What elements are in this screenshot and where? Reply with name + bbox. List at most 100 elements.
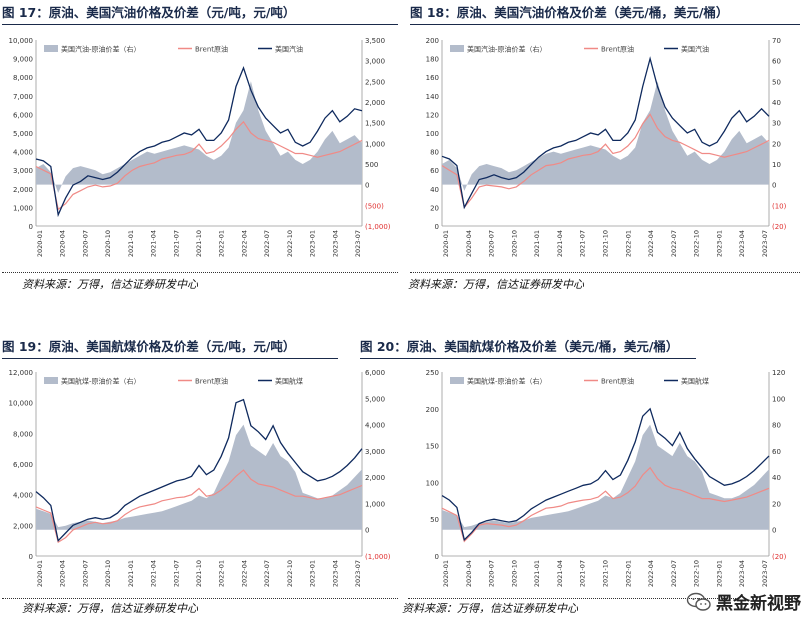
series-us-line bbox=[441, 407, 770, 542]
series-spread-area bbox=[36, 424, 362, 530]
series-us-line bbox=[35, 66, 363, 218]
x-tick: 2021-01 bbox=[127, 560, 135, 587]
y-tick-right: 120 bbox=[772, 369, 785, 377]
y-tick-left: 7,000 bbox=[13, 93, 33, 101]
x-tick: 2020-04 bbox=[465, 560, 473, 587]
figure-17-panel: 图 17：原油、美国汽油价格及价差（元/吨，元/吨） 0 1,000 2,000 3,… bbox=[0, 0, 402, 300]
y-tick-right: 50 bbox=[772, 78, 781, 86]
y-tick-right: 4,000 bbox=[365, 422, 385, 430]
x-tick: 2020-01 bbox=[36, 560, 44, 587]
x-tick: 2022-04 bbox=[647, 560, 655, 587]
x-tick: 2023-07 bbox=[761, 560, 769, 587]
y-tick-left: 4,000 bbox=[13, 492, 33, 500]
x-tick: 2022-04 bbox=[240, 230, 248, 257]
legend-swatch bbox=[44, 45, 58, 52]
source-note: 资料来源：万得，信达证券研发中心 bbox=[408, 278, 584, 291]
y-tick-right: 100 bbox=[772, 395, 785, 403]
x-tick: 2021-07 bbox=[579, 560, 587, 587]
y-tick-right: 3,500 bbox=[365, 37, 385, 45]
x-tick: 2022-10 bbox=[286, 560, 294, 587]
y-tick-left: 6,000 bbox=[13, 461, 33, 469]
y-tick-right: 60 bbox=[772, 448, 781, 456]
title-underline bbox=[410, 24, 800, 25]
y-tick-right: 80 bbox=[772, 422, 781, 430]
y-tick-left: 10,000 bbox=[9, 400, 34, 408]
y-tick-left: 20 bbox=[430, 204, 439, 212]
chart-figure-17: 0 1,000 2,000 3,000 4,000 5,000 6,000 7,000 8,00… bbox=[9, 37, 391, 257]
y-tick-left: 6,000 bbox=[13, 111, 33, 119]
x-tick: 2021-04 bbox=[150, 560, 158, 587]
title-underline bbox=[2, 358, 338, 359]
legend-label: 美国航煤 bbox=[275, 377, 303, 386]
x-tick: 2022-04 bbox=[647, 230, 655, 257]
y-tick-right: 2,500 bbox=[365, 78, 385, 86]
legend-label: Brent原油 bbox=[601, 45, 634, 54]
x-tick: 2021-10 bbox=[195, 230, 203, 257]
series-spread-area bbox=[36, 81, 362, 193]
y-tick-left: 180 bbox=[426, 56, 439, 64]
y-tick-left: 2,000 bbox=[13, 186, 33, 194]
y-tick-left: 100 bbox=[426, 130, 439, 138]
y-tick-right: 30 bbox=[772, 120, 781, 128]
y-tick-right: 60 bbox=[772, 58, 781, 66]
y-tick-left: 1,000 bbox=[13, 204, 33, 212]
y-tick-left: 100 bbox=[426, 479, 439, 487]
y-tick-left: 2,000 bbox=[13, 522, 33, 530]
y-tick-left: 4,000 bbox=[13, 149, 33, 157]
y-tick-right: 40 bbox=[772, 99, 781, 107]
series-spread-area bbox=[442, 424, 769, 530]
chart-figure-19: 0 2,000 4,000 6,000 8,000 10,000 12,000 (1,000)… bbox=[9, 369, 391, 587]
legend-label: Brent原油 bbox=[601, 377, 634, 386]
y-tick-left: 10,000 bbox=[9, 37, 34, 45]
y-tick-right: 2,000 bbox=[365, 474, 385, 482]
x-tick: 2022-01 bbox=[218, 560, 226, 587]
x-tick: 2022-01 bbox=[218, 230, 226, 257]
series-spread-area bbox=[442, 81, 769, 191]
x-tick: 2020-01 bbox=[442, 230, 450, 257]
x-tick: 2023-07 bbox=[761, 230, 769, 257]
y-tick-right: 20 bbox=[772, 140, 781, 148]
source-note: 资料来源：万得，信达证券研发中心 bbox=[402, 602, 578, 615]
y-tick-right: (500) bbox=[365, 202, 384, 210]
y-tick-right: 0 bbox=[365, 527, 369, 535]
x-tick: 2022-07 bbox=[263, 560, 271, 587]
title-underline bbox=[2, 24, 398, 25]
y-tick-left: 5,000 bbox=[13, 130, 33, 138]
y-tick-left: 80 bbox=[430, 149, 439, 157]
x-tick: 2020-04 bbox=[59, 230, 67, 257]
series-brent-line bbox=[35, 120, 363, 211]
x-tick: 2021-07 bbox=[579, 230, 587, 257]
y-tick-left: 0 bbox=[29, 223, 33, 231]
x-tick: 2020-10 bbox=[104, 560, 112, 587]
series-us-line bbox=[441, 56, 770, 210]
legend-label: Brent原油 bbox=[195, 377, 228, 386]
legend-label: 美国汽油 bbox=[275, 45, 303, 54]
legend-swatch bbox=[44, 377, 58, 384]
source-divider bbox=[2, 272, 398, 273]
y-tick-right: 2,000 bbox=[365, 99, 385, 107]
x-tick: 2023-07 bbox=[354, 560, 362, 587]
series-us-line bbox=[35, 398, 363, 543]
y-tick-right: 40 bbox=[772, 474, 781, 482]
y-tick-left: 200 bbox=[426, 37, 439, 45]
x-tick: 2022-07 bbox=[263, 230, 271, 257]
y-tick-right: 1,500 bbox=[365, 120, 385, 128]
y-tick-left: 12,000 bbox=[9, 369, 34, 377]
x-tick: 2022-04 bbox=[240, 560, 248, 587]
legend-label: 美国汽油 bbox=[681, 45, 709, 54]
x-tick: 2023-01 bbox=[309, 560, 317, 587]
x-tick: 2021-04 bbox=[150, 230, 158, 257]
x-tick: 2020-10 bbox=[104, 230, 112, 257]
y-tick-right: 3,000 bbox=[365, 448, 385, 456]
y-tick-left: 8,000 bbox=[13, 430, 33, 438]
x-tick: 2022-10 bbox=[286, 230, 294, 257]
y-tick-right: 0 bbox=[772, 182, 776, 190]
y-tick-right: 1,000 bbox=[365, 500, 385, 508]
x-tick: 2022-01 bbox=[624, 230, 632, 257]
y-tick-left: 0 bbox=[435, 553, 439, 561]
y-tick-right: (20) bbox=[772, 223, 787, 231]
x-tick: 2023-01 bbox=[715, 230, 723, 257]
x-tick: 2020-04 bbox=[59, 560, 67, 587]
source-divider bbox=[2, 598, 398, 599]
x-tick: 2020-10 bbox=[510, 230, 518, 257]
